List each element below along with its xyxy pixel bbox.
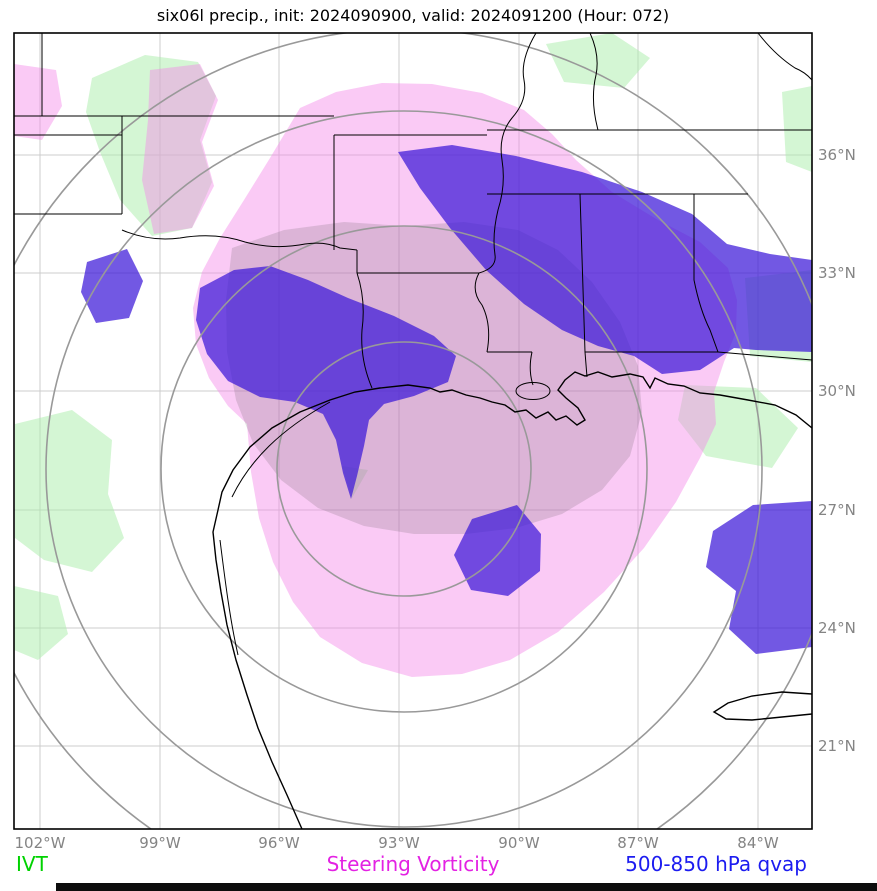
ivt-region [782, 86, 812, 172]
range-rings [14, 33, 812, 829]
gulf-coastline [212, 371, 812, 829]
lat-tick-24n: 24°N [818, 619, 856, 637]
vorticity-region [142, 64, 218, 234]
plot-border [13, 32, 813, 830]
coastlines [212, 371, 812, 829]
bottom-bar [56, 883, 877, 891]
legend-steering-label: Steering Vorticity [326, 852, 500, 876]
ivt-region [678, 385, 798, 468]
laguna-madre [219, 539, 239, 656]
lon-tick-102w: 102°W [14, 834, 66, 852]
lat-tick-30n: 30°N [818, 382, 856, 400]
qvap-region [81, 249, 143, 323]
ivt-region [546, 33, 650, 88]
lat-tick-21n: 21°N [818, 737, 856, 755]
legend-ivt-label: IVT [16, 852, 48, 876]
barrier-island [231, 401, 331, 498]
lon-tick-99w: 99°W [139, 834, 181, 852]
lon-tick-87w: 87°W [617, 834, 659, 852]
qvap-region [706, 501, 812, 654]
lon-tick-96w: 96°W [258, 834, 300, 852]
figure-title: six06l precip., init: 2024090900, valid:… [156, 6, 670, 25]
legend-qvap-label: 500-850 hPa qvap [625, 852, 807, 876]
cuba-coastline [712, 691, 812, 721]
vorticity-region [14, 64, 62, 140]
lon-tick-84w: 84°W [737, 834, 779, 852]
ivt-region [14, 586, 68, 660]
lon-tick-90w: 90°W [498, 834, 540, 852]
ivt-region [15, 410, 124, 572]
lat-tick-36n: 36°N [818, 146, 856, 164]
lon-tick-93w: 93°W [378, 834, 420, 852]
lat-tick-33n: 33°N [818, 264, 856, 282]
qvap-region [398, 145, 812, 374]
ivt-region [86, 55, 216, 236]
qvap-region [196, 266, 456, 499]
state-borders [14, 33, 812, 389]
lat-tick-27n: 27°N [818, 501, 856, 519]
lake-pontchartrain [515, 382, 551, 400]
